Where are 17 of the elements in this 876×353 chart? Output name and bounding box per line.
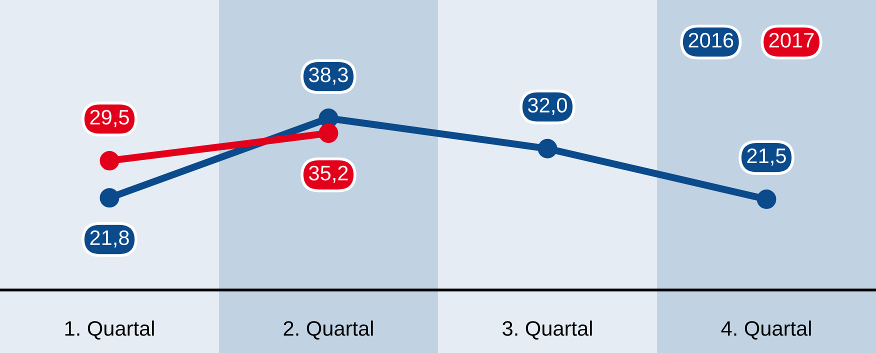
point [100, 188, 120, 208]
x-tick-label: 1. Quartal [65, 320, 154, 340]
data-label: 21,5 [747, 148, 786, 166]
x-tick-label: 4. Quartal [721, 320, 811, 340]
point [318, 123, 338, 143]
text: 2016 [688, 32, 734, 48]
text: 2017 [769, 32, 814, 48]
x-tick-label: 2. Quartal [284, 320, 373, 340]
data-label: 32,0 [528, 98, 567, 116]
data-label: 35,2 [309, 166, 348, 183]
x-tick-label: 3. Quartal [502, 320, 592, 340]
point [756, 190, 776, 209]
point [100, 150, 120, 170]
point [538, 138, 558, 158]
data-label: 38,3 [309, 67, 348, 85]
data-label: 29,5 [90, 110, 129, 128]
data-label: 21,8 [90, 230, 129, 248]
